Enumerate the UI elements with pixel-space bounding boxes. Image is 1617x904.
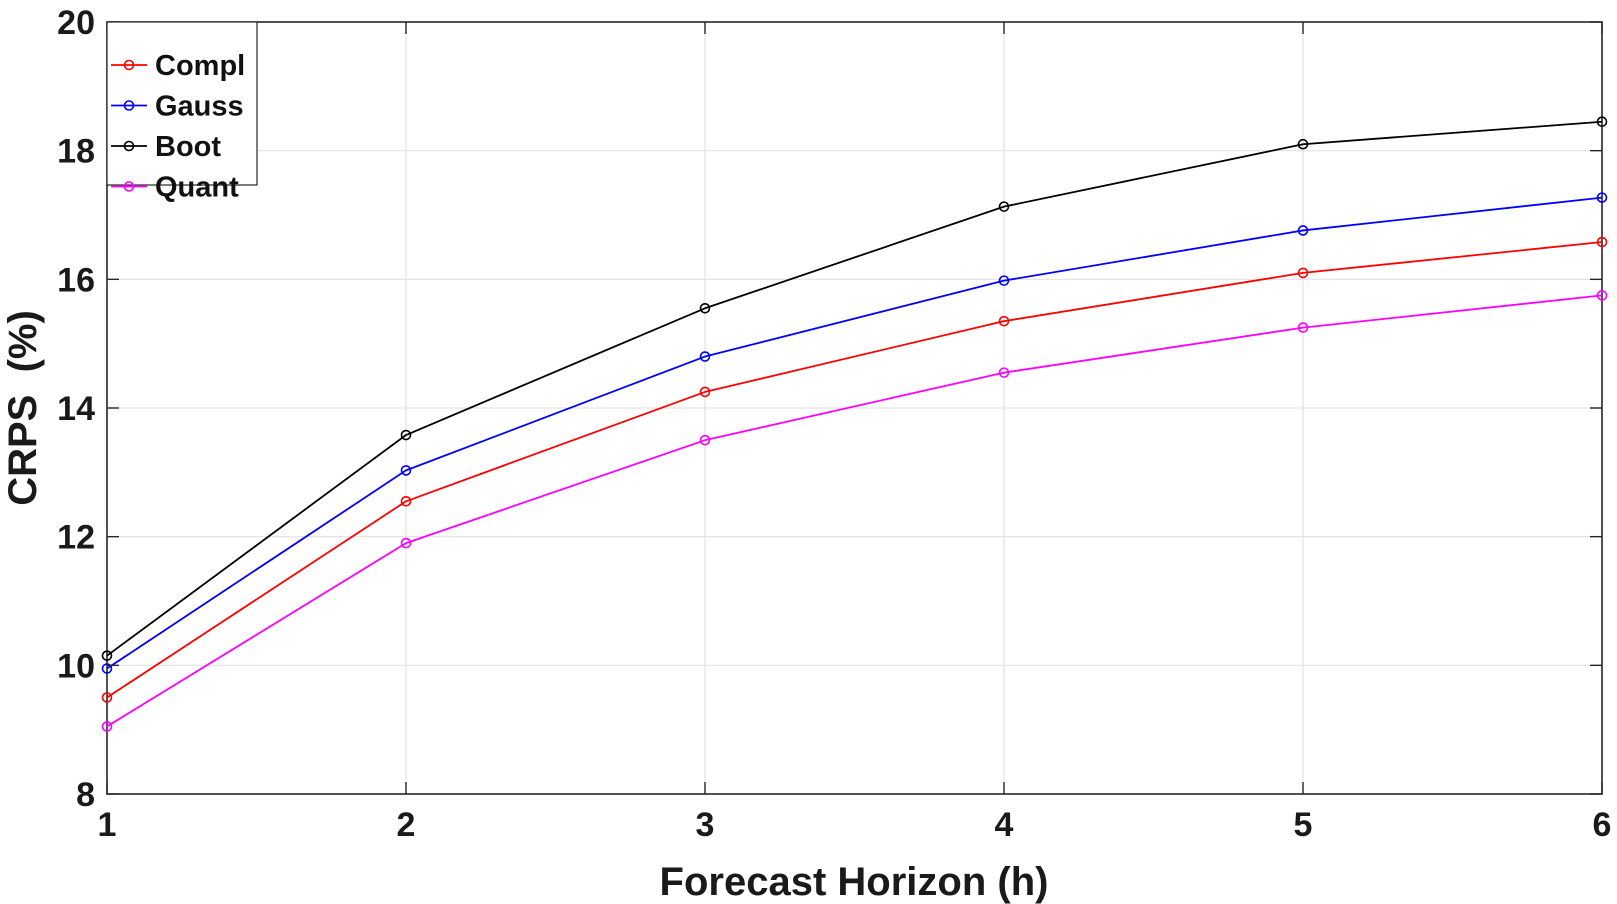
data-point-compl [101, 692, 113, 703]
legend-marker-gauss [123, 100, 135, 111]
data-point-boot [998, 201, 1010, 212]
data-point-gauss [998, 275, 1010, 286]
data-point-boot [101, 650, 113, 661]
data-point-quant [998, 367, 1010, 378]
x-tick-label: 4 [995, 806, 1014, 844]
data-point-quant [1297, 322, 1309, 333]
data-point-gauss [1596, 192, 1608, 203]
x-tick-label: 2 [397, 806, 416, 844]
data-point-compl [400, 495, 412, 507]
legend-label-compl: Compl [155, 50, 245, 82]
y-axis-title: CRPS (%) [1, 310, 45, 506]
data-point-compl [1297, 267, 1309, 279]
x-axis-title: Forecast Horizon (h) [660, 860, 1049, 904]
data-point-boot [1297, 138, 1309, 150]
legend-marker-quant [123, 181, 135, 192]
legend-marker-boot [123, 140, 135, 152]
x-tick-label: 6 [1593, 806, 1612, 844]
x-tick-label: 3 [696, 806, 715, 844]
y-tick-label: 14 [57, 390, 95, 428]
data-point-compl [998, 315, 1010, 327]
y-tick-label: 12 [57, 519, 95, 557]
x-tick-label: 1 [98, 806, 117, 844]
data-point-boot [1596, 116, 1608, 128]
x-tick-label: 5 [1294, 806, 1313, 844]
data-point-quant [101, 721, 113, 732]
series-line-quant [106, 294, 1603, 728]
legend-label-boot: Boot [155, 131, 221, 163]
data-point-compl [699, 386, 711, 398]
series-layer [101, 116, 1608, 732]
data-point-gauss [400, 465, 412, 476]
series-line-gauss [106, 196, 1603, 670]
y-tick-label: 16 [57, 261, 95, 299]
legend: Compl Gauss Boot Quant [106, 21, 258, 204]
series-line-compl [106, 241, 1603, 699]
data-point-boot [699, 302, 711, 314]
legend-label-quant: Quant [155, 172, 239, 204]
legend-marker-compl [123, 59, 135, 71]
data-point-gauss [101, 663, 113, 674]
y-tick-label: 8 [76, 776, 95, 814]
data-point-gauss [1297, 225, 1309, 236]
data-point-compl [1596, 236, 1608, 248]
grid-lines [107, 22, 1602, 794]
data-point-gauss [699, 351, 711, 362]
data-point-boot [400, 429, 412, 441]
y-tick-label: 20 [57, 4, 95, 42]
data-point-quant [699, 434, 711, 446]
series-line-boot [106, 120, 1603, 657]
y-tick-label: 18 [57, 133, 95, 171]
legend-box [106, 21, 258, 186]
data-point-quant [1596, 290, 1608, 301]
data-point-quant [400, 537, 412, 549]
y-tick-label: 10 [57, 647, 95, 685]
legend-label-gauss: Gauss [155, 91, 244, 123]
